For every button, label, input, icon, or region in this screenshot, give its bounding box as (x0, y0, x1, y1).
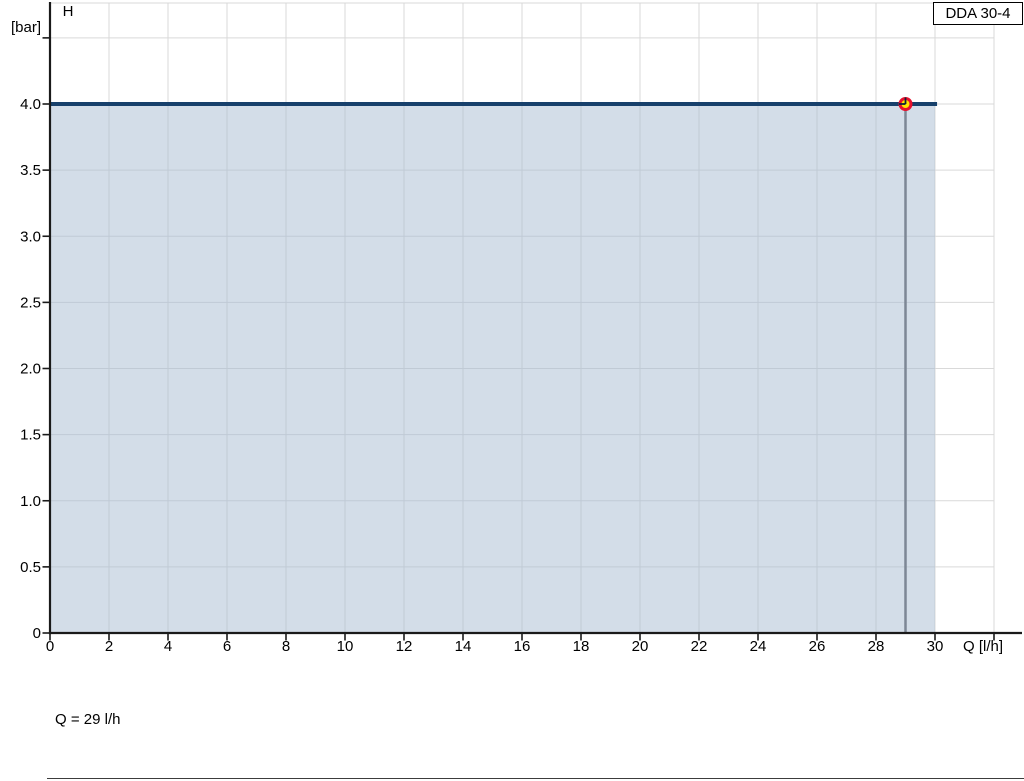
info-line-flow: Q = 29 l/h (55, 711, 121, 729)
y-tick-label: 0.5 (20, 559, 41, 576)
y-tick-label: 0 (33, 625, 41, 642)
duty-area-fill (50, 104, 935, 633)
y-axis-unit: [bar] (10, 19, 41, 36)
y-tick-label: 3.5 (20, 162, 41, 179)
x-axis-unit: Q [l/h] (963, 638, 1004, 655)
y-tick-label: 2.5 (20, 294, 41, 311)
x-tick-label: 30 (927, 638, 944, 655)
x-tick-label: 12 (396, 638, 413, 655)
x-tick-label: 2 (105, 638, 113, 655)
x-tick-label: 0 (46, 638, 54, 655)
x-tick-label: 4 (164, 638, 172, 655)
y-axis-name: H (62, 3, 74, 20)
operating-info-block: Q = 29 l/h H = 4 bar Pumped liquid = Wat… (55, 660, 347, 781)
x-tick-label: 6 (223, 638, 231, 655)
bottom-divider (47, 778, 1024, 779)
x-tick-label: 14 (455, 638, 472, 655)
x-tick-label: 28 (868, 638, 885, 655)
x-tick-label: 10 (337, 638, 354, 655)
x-tick-label: 22 (691, 638, 708, 655)
y-tick-label: 1.5 (20, 427, 41, 444)
pump-model-badge: DDA 30-4 (933, 2, 1023, 25)
x-tick-label: 26 (809, 638, 826, 655)
y-tick-label: 3.0 (20, 228, 41, 245)
y-tick-label: 2.0 (20, 361, 41, 378)
y-tick-label: 4.0 (20, 96, 41, 113)
x-tick-label: 8 (282, 638, 290, 655)
y-tick-label: 1.0 (20, 493, 41, 510)
x-tick-label: 16 (514, 638, 531, 655)
x-tick-label: 20 (632, 638, 649, 655)
x-tick-label: 18 (573, 638, 590, 655)
x-tick-label: 24 (750, 638, 767, 655)
